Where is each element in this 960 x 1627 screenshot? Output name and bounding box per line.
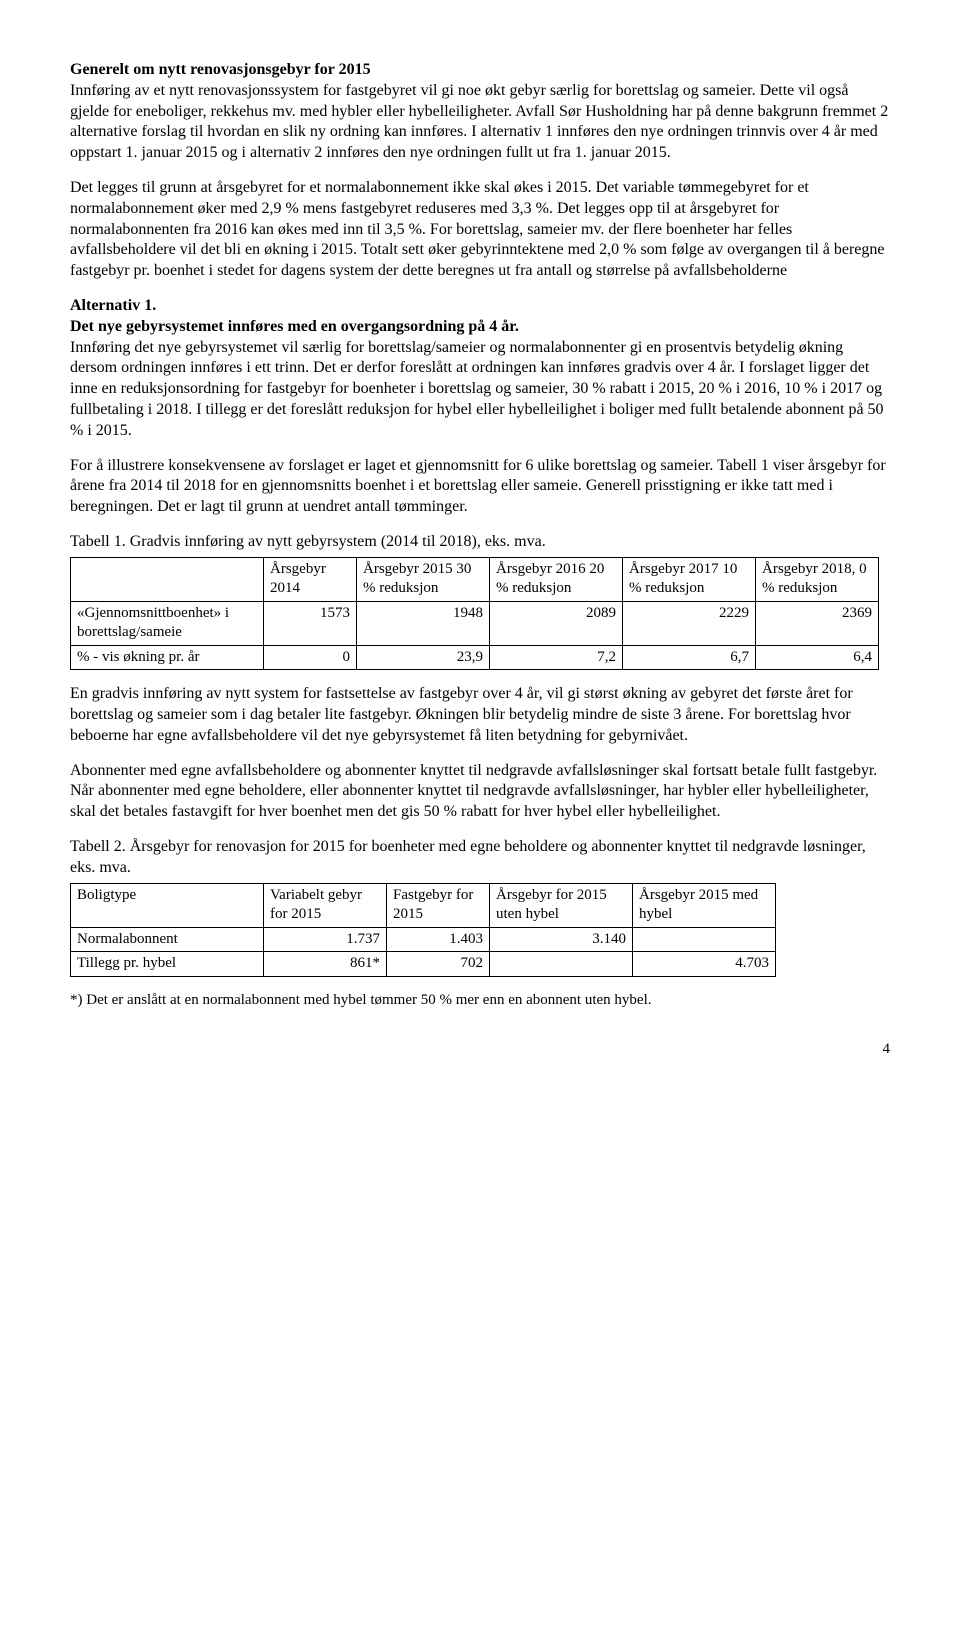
alt1-subtitle: Det nye gebyrsystemet innføres med en ov…: [70, 318, 519, 335]
paragraph-before-table2: Abonnenter med egne avfallsbeholdere og …: [70, 761, 890, 823]
table1-header: [71, 557, 264, 601]
table2-caption: Tabell 2. Årsgebyr for renovasjon for 20…: [70, 837, 890, 879]
cell-value: 1573: [264, 601, 357, 645]
table1-header: Årsgebyr 2016 20 % reduksjon: [490, 557, 623, 601]
paragraph-intro: Innføring av et nytt renovasjonssystem f…: [70, 81, 890, 164]
cell-value: 2229: [623, 601, 756, 645]
cell-value: 0: [264, 645, 357, 670]
row-label: «Gjennomsnittboenhet» i borettslag/samei…: [71, 601, 264, 645]
cell-value: 1948: [357, 601, 490, 645]
table2-header: Fastgebyr for 2015: [387, 883, 490, 927]
cell-value: 6,7: [623, 645, 756, 670]
table2-header: Årsgebyr for 2015 uten hybel: [490, 883, 633, 927]
cell-value: 23,9: [357, 645, 490, 670]
table2-header: Variabelt gebyr for 2015: [264, 883, 387, 927]
cell-value: 1.403: [387, 927, 490, 952]
row-label: % - vis økning pr. år: [71, 645, 264, 670]
table1-header: Årsgebyr 2015 30 % reduksjon: [357, 557, 490, 601]
table-row: Normalabonnent1.7371.4033.140: [71, 927, 776, 952]
cell-value: Normalabonnent: [71, 927, 264, 952]
table2-header: Årsgebyr 2015 med hybel: [633, 883, 776, 927]
table1-header: Årsgebyr 2018, 0 % reduksjon: [756, 557, 879, 601]
cell-value: 861*: [264, 952, 387, 977]
paragraph-after-table1: En gradvis innføring av nytt system for …: [70, 684, 890, 746]
alt1-title: Alternativ 1.: [70, 297, 156, 314]
table1-caption: Tabell 1. Gradvis innføring av nytt geby…: [70, 532, 890, 553]
paragraph-summary: Det legges til grunn at årsgebyret for e…: [70, 178, 890, 282]
cell-value: [633, 927, 776, 952]
cell-value: 702: [387, 952, 490, 977]
cell-value: 7,2: [490, 645, 623, 670]
cell-value: 4.703: [633, 952, 776, 977]
table-row: % - vis økning pr. år023,97,26,76,4: [71, 645, 879, 670]
table1-header: Årsgebyr 2014: [264, 557, 357, 601]
cell-value: [490, 952, 633, 977]
cell-value: Tillegg pr. hybel: [71, 952, 264, 977]
table2-header: Boligtype: [71, 883, 264, 927]
page-number: 4: [70, 1040, 890, 1060]
table2-footnote: *) Det er anslått at en normalabonnent m…: [70, 991, 890, 1011]
table-1: Årsgebyr 2014Årsgebyr 2015 30 % reduksjo…: [70, 557, 879, 671]
cell-value: 6,4: [756, 645, 879, 670]
table-row: Tillegg pr. hybel861*702 4.703: [71, 952, 776, 977]
cell-value: 1.737: [264, 927, 387, 952]
table-row: «Gjennomsnittboenhet» i borettslag/samei…: [71, 601, 879, 645]
cell-value: 2369: [756, 601, 879, 645]
paragraph-table1-lead: For å illustrere konsekvensene av forsla…: [70, 456, 890, 518]
table-2: BoligtypeVariabelt gebyr for 2015Fastgeb…: [70, 883, 776, 977]
cell-value: 2089: [490, 601, 623, 645]
cell-value: 3.140: [490, 927, 633, 952]
section-heading: Generelt om nytt renovasjonsgebyr for 20…: [70, 61, 371, 78]
paragraph-alt1-body: Innføring det nye gebyrsystemet vil særl…: [70, 338, 890, 442]
table1-header: Årsgebyr 2017 10 % reduksjon: [623, 557, 756, 601]
